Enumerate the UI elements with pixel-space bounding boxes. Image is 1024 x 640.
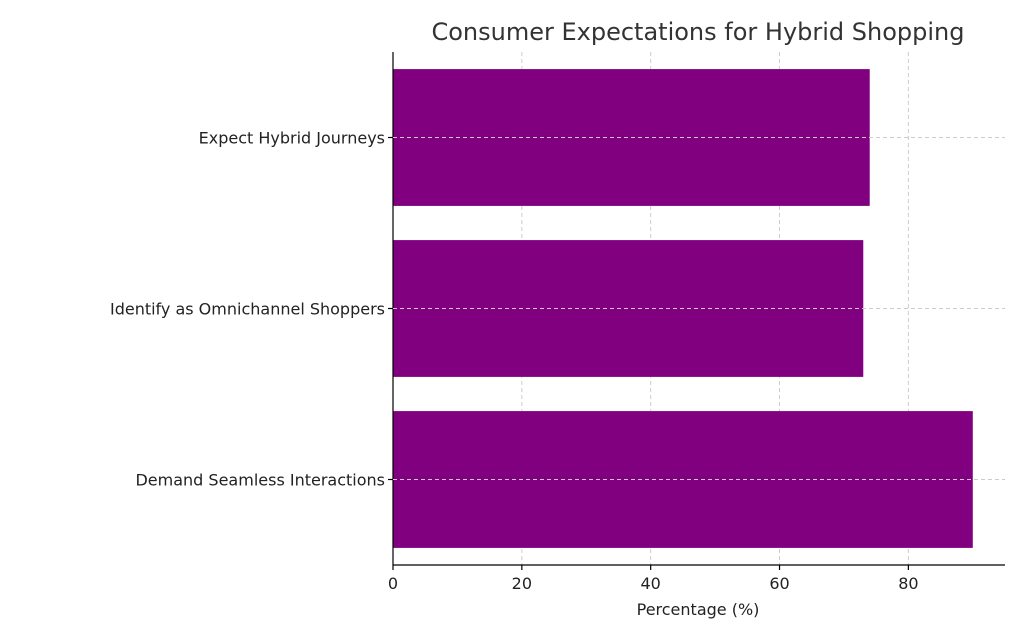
x-tick-label: 0 — [388, 574, 398, 593]
category-label: Demand Seamless Interactions — [135, 471, 385, 490]
category-label: Expect Hybrid Journeys — [199, 129, 385, 148]
x-axis-title: Percentage (%) — [637, 600, 760, 619]
chart-title: Consumer Expectations for Hybrid Shoppin… — [431, 18, 964, 46]
category-label: Identify as Omnichannel Shoppers — [110, 300, 385, 319]
x-tick-label: 40 — [641, 574, 661, 593]
x-tick-label: 20 — [512, 574, 532, 593]
x-tick-label: 80 — [898, 574, 918, 593]
x-tick-label: 60 — [769, 574, 789, 593]
labels-layer: 0 20 40 60 80 Expect Hybrid Journeys Identify … — [110, 129, 919, 594]
